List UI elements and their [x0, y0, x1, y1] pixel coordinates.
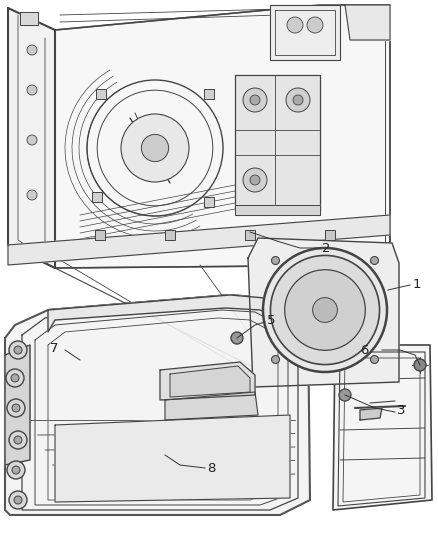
Text: 1: 1: [413, 278, 421, 290]
Circle shape: [27, 190, 37, 200]
FancyBboxPatch shape: [325, 230, 335, 240]
Circle shape: [11, 374, 19, 382]
Circle shape: [231, 332, 243, 344]
Circle shape: [285, 270, 365, 350]
Circle shape: [9, 491, 27, 509]
Circle shape: [293, 95, 303, 105]
Text: 3: 3: [397, 405, 406, 417]
Polygon shape: [345, 5, 390, 40]
Polygon shape: [235, 205, 320, 215]
Text: 5: 5: [267, 314, 276, 327]
FancyBboxPatch shape: [204, 89, 214, 99]
Circle shape: [141, 134, 169, 161]
Polygon shape: [48, 295, 308, 332]
Circle shape: [414, 359, 426, 371]
Circle shape: [9, 341, 27, 359]
Polygon shape: [235, 75, 320, 210]
FancyBboxPatch shape: [92, 192, 102, 202]
Circle shape: [9, 431, 27, 449]
Circle shape: [250, 95, 260, 105]
FancyBboxPatch shape: [96, 89, 106, 99]
Polygon shape: [333, 345, 432, 510]
Text: 2: 2: [322, 241, 331, 254]
Circle shape: [12, 466, 20, 474]
Polygon shape: [160, 362, 255, 400]
Text: 7: 7: [50, 342, 59, 354]
Circle shape: [371, 256, 378, 264]
Circle shape: [7, 399, 25, 417]
FancyBboxPatch shape: [95, 230, 105, 240]
Polygon shape: [20, 12, 38, 25]
FancyBboxPatch shape: [245, 230, 255, 240]
Circle shape: [121, 114, 189, 182]
FancyBboxPatch shape: [204, 197, 214, 207]
Circle shape: [272, 256, 279, 264]
Circle shape: [243, 88, 267, 112]
Circle shape: [14, 346, 22, 354]
Circle shape: [286, 88, 310, 112]
FancyBboxPatch shape: [165, 230, 175, 240]
Circle shape: [339, 389, 351, 401]
Text: 6: 6: [360, 343, 368, 357]
Polygon shape: [8, 215, 390, 265]
Circle shape: [270, 255, 380, 365]
Circle shape: [27, 85, 37, 95]
Circle shape: [263, 248, 387, 372]
Polygon shape: [8, 8, 55, 268]
Polygon shape: [55, 5, 390, 268]
Circle shape: [371, 356, 378, 364]
Polygon shape: [170, 366, 250, 397]
Circle shape: [14, 496, 22, 504]
Polygon shape: [248, 238, 399, 387]
Text: 8: 8: [207, 462, 215, 474]
Polygon shape: [360, 408, 382, 420]
Circle shape: [287, 17, 303, 33]
Circle shape: [12, 404, 20, 412]
Polygon shape: [165, 392, 258, 420]
Circle shape: [6, 369, 24, 387]
Circle shape: [243, 168, 267, 192]
Polygon shape: [270, 5, 340, 60]
Circle shape: [250, 175, 260, 185]
Polygon shape: [55, 415, 290, 502]
Circle shape: [7, 461, 25, 479]
Circle shape: [313, 297, 337, 322]
Polygon shape: [5, 295, 310, 515]
Circle shape: [27, 135, 37, 145]
Circle shape: [14, 436, 22, 444]
Circle shape: [272, 356, 279, 364]
Circle shape: [307, 17, 323, 33]
Polygon shape: [5, 345, 30, 465]
Circle shape: [27, 45, 37, 55]
